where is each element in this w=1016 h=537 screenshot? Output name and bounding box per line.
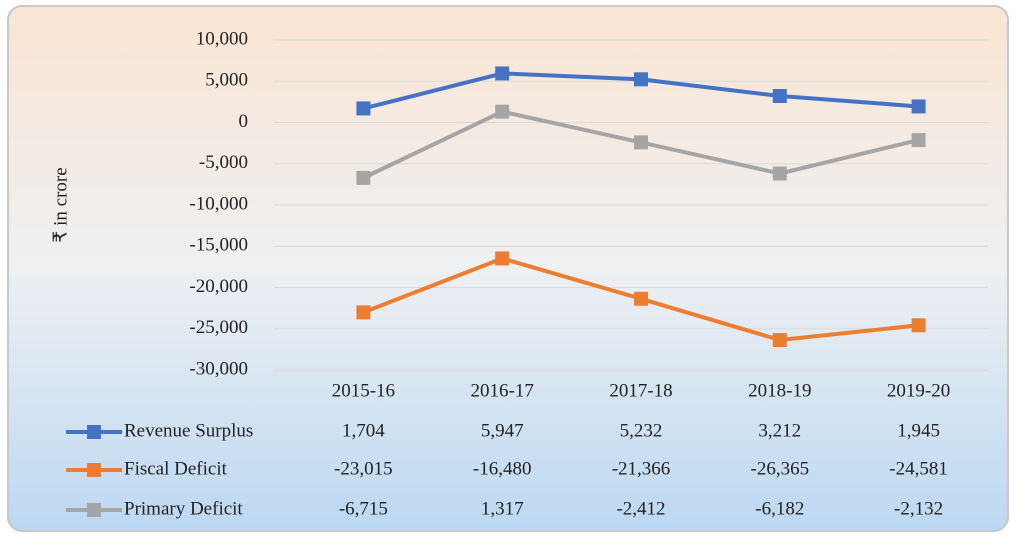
x-tick-label: 2016-17 [471,380,534,401]
data-point [911,99,926,114]
table-cell: -6,715 [339,498,388,519]
y-tick-label: -25,000 [189,317,248,338]
legend-marker [87,425,101,439]
y-tick-label: -30,000 [189,358,248,379]
y-axis-label: ₹ in crore [50,167,71,242]
data-point [772,89,787,104]
data-point [911,318,926,333]
table-cell: -21,366 [612,458,671,479]
data-point [356,305,371,320]
data-point [634,135,648,150]
data-point [911,133,926,148]
legend-marker [87,463,101,477]
legend-label: Revenue Surplus [124,420,253,441]
x-tick-label: 2017-18 [609,380,672,401]
legend-marker [87,503,101,517]
y-tick-label: -10,000 [189,193,248,214]
data-point [495,104,510,119]
table-cell: 1,704 [342,420,385,441]
table-cell: 5,232 [620,420,663,441]
legend-label: Fiscal Deficit [124,458,228,479]
data-point [634,72,648,87]
y-tick-label: 10,000 [196,28,248,49]
legend-label: Primary Deficit [124,498,243,519]
data-point [772,333,787,348]
table-cell: -24,581 [889,458,948,479]
table-cell: -2,412 [616,498,665,519]
data-point [356,101,371,116]
data-point [495,251,510,266]
table-cell: -23,015 [334,458,393,479]
table-cell: 1,317 [481,498,524,519]
table-cell: 1,945 [897,420,940,441]
data-point [356,170,371,185]
table-cell: -26,365 [751,458,810,479]
data-point [772,166,787,181]
y-tick-label: -20,000 [189,276,248,297]
x-tick-label: 2015-16 [332,380,395,401]
x-tick-label: 2018-19 [748,380,811,401]
x-tick-label: 2019-20 [887,380,950,401]
y-tick-label: -15,000 [189,235,248,256]
table-cell: -2,132 [894,498,943,519]
table-cell: 3,212 [758,420,801,441]
y-tick-label: -5,000 [199,152,248,173]
data-point [634,291,648,306]
table-cell: -6,182 [755,498,804,519]
data-point [495,66,510,81]
y-tick-label: 5,000 [205,70,248,91]
y-tick-label: 0 [239,111,249,132]
table-cell: -16,480 [473,458,532,479]
table-cell: 5,947 [481,420,524,441]
chart-background [7,5,1009,532]
